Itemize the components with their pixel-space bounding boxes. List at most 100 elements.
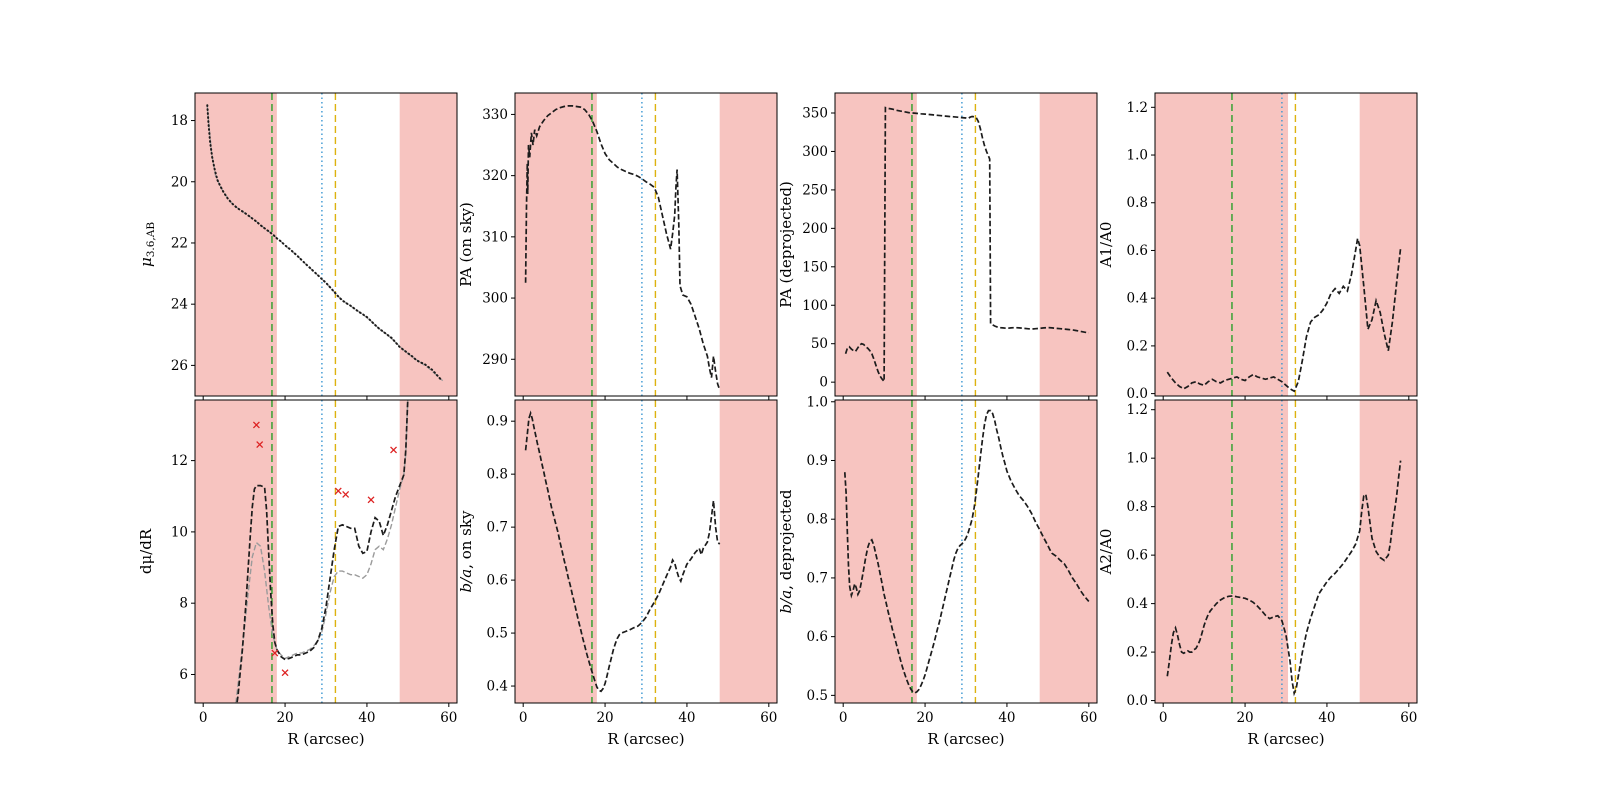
y-axis-label: b/a, on sky — [457, 510, 475, 592]
dmudr-outliers — [390, 446, 398, 454]
a1a0-profile — [1166, 238, 1402, 393]
excluded-region-band — [719, 93, 777, 396]
x-tick-label: 60 — [1080, 710, 1097, 726]
y-axis-label: A1/A0 — [1097, 222, 1115, 269]
axes-frame — [834, 399, 1098, 704]
dmudr-outliers — [252, 421, 260, 429]
y-tick-label: 250 — [802, 182, 828, 198]
pa-deprojected-chart: 0 50 100 150 200 250 300 350 PA (deprojected) — [777, 92, 1098, 400]
excluded-region-band — [1359, 400, 1417, 703]
y-tick-label: 320 — [482, 168, 508, 184]
x-tick-label: 0 — [199, 710, 208, 726]
excluded-region-band — [1155, 400, 1289, 703]
axes-frame — [1154, 92, 1418, 397]
a2-a0-chart: 0.0 0.2 0.4 0.6 0.8 1.0 1.2 0 20 40 60 R (arcsec) A2… — [1097, 399, 1418, 748]
y-tick-label: 0.9 — [807, 453, 828, 469]
excluded-region-band — [1155, 93, 1289, 396]
dmudr-outliers — [334, 487, 342, 495]
y-tick-label: 0.4 — [487, 679, 508, 695]
y-tick-label: 24 — [171, 297, 188, 313]
y-tick-label: 350 — [802, 105, 828, 121]
y-tick-label: 0.6 — [487, 573, 508, 589]
dmudr-outliers — [342, 491, 350, 498]
y-tick-label: 10 — [171, 524, 188, 540]
y-tick-label: 0 — [819, 375, 828, 391]
excluded-region-band — [1039, 400, 1097, 703]
panel-pa-deprojected: 0 50 100 150 200 250 300 350 PA (deprojected) — [770, 84, 1109, 412]
x-tick-label: 20 — [1236, 710, 1253, 726]
y-tick-label: 0.8 — [1127, 195, 1148, 211]
x-tick-label: 0 — [519, 710, 528, 726]
x-tick-label: 20 — [916, 710, 933, 726]
x-axis-label: R (arcsec) — [287, 730, 364, 748]
dmudr-profile — [236, 400, 409, 703]
y-tick-label: 0.0 — [1127, 386, 1148, 402]
y-tick-label: 20 — [171, 174, 188, 190]
y-tick-label: 1.0 — [807, 394, 828, 410]
dmudr-outliers — [271, 649, 279, 657]
y-tick-label: 8 — [179, 596, 188, 612]
y-axis-label: μ3.6,AB — [137, 222, 157, 267]
dmu-dr-chart: 6 8 10 12 0 20 40 60 R (arcsec) dμ/dR — [137, 399, 458, 748]
panel-ba-on-sky: 0.4 0.5 0.6 0.7 0.8 0.9 0 20 40 60 R (arcsec) b/a, … — [450, 391, 789, 763]
excluded-region-band — [719, 400, 777, 703]
axes-frame — [194, 399, 458, 704]
ba-deprojected-chart: 0.5 0.6 0.7 0.8 0.9 1.0 0 20 40 60 R (arcsec) b/a, … — [777, 394, 1098, 748]
a1-a0-chart: 0.0 0.2 0.4 0.6 0.8 1.0 1.2 A1/A0 — [1097, 92, 1418, 402]
x-tick-label: 40 — [1318, 710, 1335, 726]
panel-pa-on-sky: 290 300 310 320 330 PA (on sky) — [450, 84, 789, 412]
y-tick-label: 0.9 — [487, 414, 508, 430]
panel-mu-profile: 18 20 22 24 26 μ3.6,AB — [130, 84, 469, 412]
y-tick-label: 0.2 — [1127, 338, 1148, 354]
x-tick-label: 40 — [358, 710, 375, 726]
excluded-region-band — [1039, 93, 1097, 396]
dmudr-outliers — [281, 669, 289, 677]
y-tick-label: 1.0 — [1127, 148, 1148, 164]
y-tick-label: 300 — [482, 291, 508, 307]
y-tick-label: 0.4 — [1127, 596, 1148, 612]
x-tick-label: 60 — [1400, 710, 1417, 726]
x-tick-label: 0 — [1159, 710, 1168, 726]
excluded-region-band — [399, 93, 457, 396]
y-tick-label: 0.6 — [1127, 548, 1148, 564]
y-tick-label: 100 — [802, 298, 828, 314]
y-axis-label: PA (on sky) — [457, 202, 475, 287]
y-axis-label: PA (deprojected) — [777, 181, 795, 308]
pa-on-sky-chart: 290 300 310 320 330 PA (on sky) — [457, 92, 778, 400]
y-tick-label: 1.2 — [1127, 100, 1148, 116]
excluded-region-band — [835, 93, 917, 396]
y-tick-label: 0.8 — [1127, 499, 1148, 515]
y-tick-label: 290 — [482, 352, 508, 368]
y-tick-label: 1.0 — [1127, 451, 1148, 467]
axes-frame — [1154, 399, 1418, 704]
excluded-region-band — [515, 93, 597, 396]
excluded-region-band — [195, 93, 277, 396]
panel-ba-deprojected: 0.5 0.6 0.7 0.8 0.9 1.0 0 20 40 60 R (arcsec) b/a, … — [770, 391, 1109, 763]
y-tick-label: 12 — [171, 453, 188, 469]
pa-sky-profile — [524, 105, 721, 391]
panel-a1-a0: 0.0 0.2 0.4 0.6 0.8 1.0 1.2 A1/A0 — [1090, 84, 1429, 412]
y-tick-label: 300 — [802, 144, 828, 160]
y-tick-label: 50 — [811, 336, 828, 352]
axes-frame — [514, 399, 778, 704]
y-axis-label: b/a, deprojected — [777, 489, 795, 613]
y-tick-label: 6 — [179, 667, 188, 683]
pa-deproj-profile — [844, 106, 1089, 384]
x-tick-label: 60 — [440, 710, 457, 726]
y-tick-label: 0.2 — [1127, 645, 1148, 661]
axes-frame — [834, 92, 1098, 397]
x-tick-label: 20 — [276, 710, 293, 726]
excluded-region-band — [399, 400, 457, 703]
excluded-region-band — [835, 400, 917, 703]
y-tick-label: 0.0 — [1127, 693, 1148, 709]
y-tick-label: 1.2 — [1127, 402, 1148, 418]
y-tick-label: 310 — [482, 229, 508, 245]
excluded-region-band — [1359, 93, 1417, 396]
y-tick-label: 200 — [802, 221, 828, 237]
y-tick-label: 0.7 — [487, 520, 508, 536]
dmudr-outliers — [367, 496, 375, 504]
y-tick-label: 26 — [171, 358, 188, 374]
x-tick-label: 0 — [839, 710, 848, 726]
x-axis-label: R (arcsec) — [1247, 730, 1324, 748]
dmudr-smoothed — [235, 400, 409, 703]
